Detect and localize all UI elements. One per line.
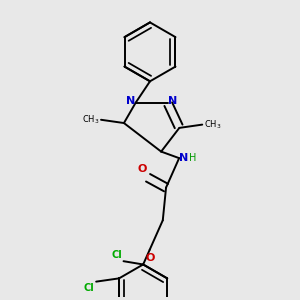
Text: Cl: Cl (111, 250, 122, 260)
Text: N: N (126, 96, 135, 106)
Text: N: N (179, 153, 188, 163)
Text: O: O (145, 253, 154, 263)
Text: N: N (168, 96, 177, 106)
Text: CH$_3$: CH$_3$ (82, 113, 99, 126)
Text: O: O (137, 164, 146, 175)
Text: CH$_3$: CH$_3$ (204, 118, 221, 131)
Text: Cl: Cl (84, 283, 94, 293)
Text: H: H (189, 153, 196, 163)
